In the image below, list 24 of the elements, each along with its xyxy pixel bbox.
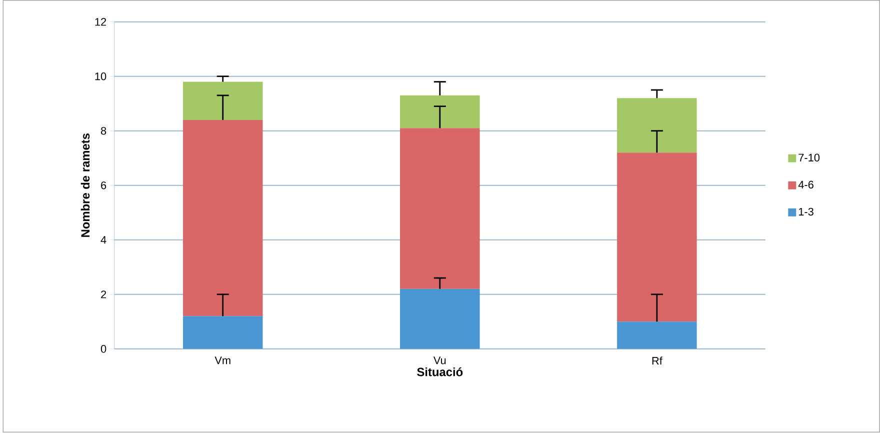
- bar: [182, 82, 263, 120]
- legend-label: 7-10: [798, 154, 820, 162]
- x-tick-label: Vm: [214, 356, 230, 364]
- x-tick-label: Vu: [433, 356, 446, 364]
- legend-label: 1-3: [798, 208, 814, 216]
- y-tick-label: 8: [100, 127, 106, 135]
- y-axis-title: Nombre de ramets: [80, 134, 90, 238]
- bar: [400, 96, 480, 128]
- y-tick-label: 12: [95, 18, 106, 26]
- x-tick-label: Rf: [652, 356, 662, 365]
- y-tick-label: 0: [100, 345, 106, 353]
- bar: [182, 316, 263, 350]
- y-tick-label: 4: [100, 236, 106, 244]
- bar: [617, 98, 697, 153]
- x-axis-title: Situació: [417, 368, 463, 376]
- bar: [400, 128, 480, 290]
- y-tick-label: 2: [101, 290, 106, 298]
- y-tick-label: 10: [95, 72, 106, 80]
- y-tick-label: 6: [101, 182, 106, 190]
- bar: [617, 152, 697, 322]
- bar: [400, 289, 480, 350]
- bar: [617, 322, 697, 350]
- legend-label: 4-6: [798, 181, 814, 189]
- bar: [182, 120, 263, 316]
